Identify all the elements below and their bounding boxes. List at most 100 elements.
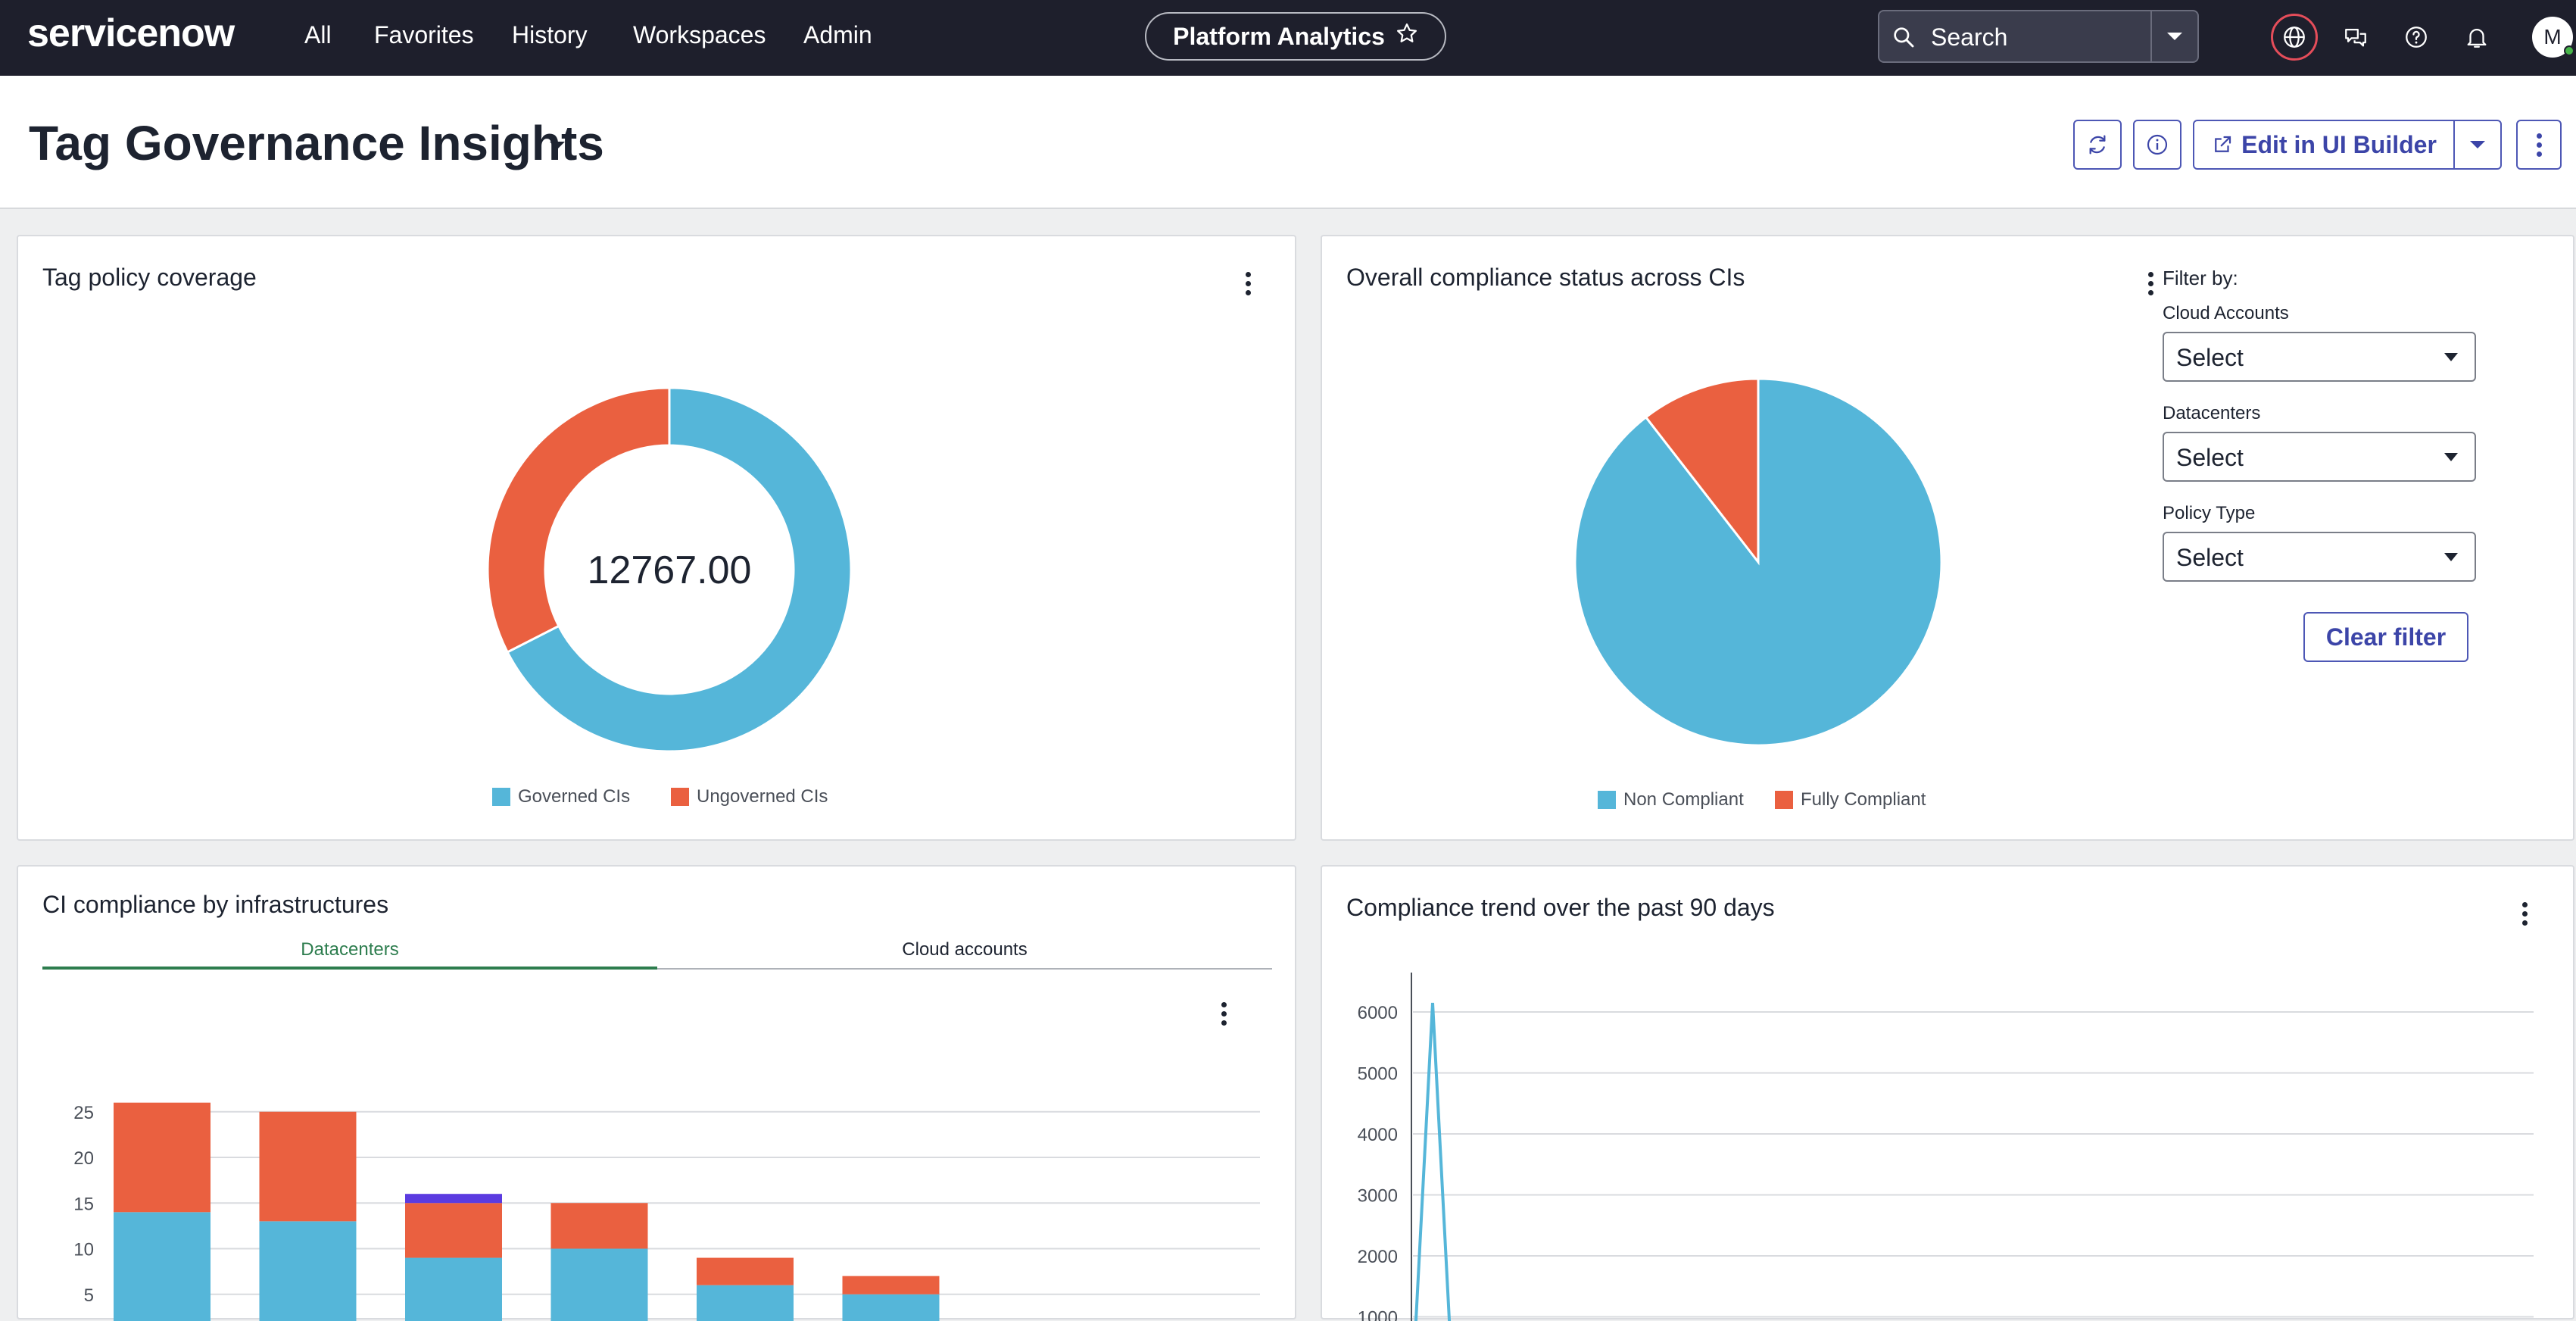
select-value: Select: [2176, 544, 2244, 571]
chevron-down-icon: [2469, 139, 2486, 150]
card-menu-icon[interactable]: [2143, 268, 2158, 298]
bar-segment[interactable]: [697, 1285, 794, 1321]
compliance-pie-chart: [1569, 373, 1948, 751]
select-value: Select: [2176, 344, 2244, 371]
nav-item-all[interactable]: All: [304, 21, 332, 49]
info-icon: [2145, 133, 2169, 157]
globe-icon[interactable]: [2271, 14, 2318, 61]
policy-type-select[interactable]: Select: [2163, 532, 2476, 582]
bell-icon[interactable]: [2453, 14, 2500, 61]
info-button[interactable]: [2133, 120, 2181, 170]
y-tick-label: 10: [73, 1240, 94, 1260]
legend-swatch: [671, 788, 689, 806]
help-icon[interactable]: [2393, 14, 2440, 61]
online-status-dot: [2564, 45, 2574, 56]
edit-button-label: Edit in UI Builder: [2241, 131, 2437, 159]
bar-segment[interactable]: [697, 1258, 794, 1285]
y-tick-label: 5000: [1358, 1064, 1398, 1085]
legend-item-ungoverned[interactable]: Ungoverned CIs: [671, 786, 828, 807]
refresh-icon: [2085, 133, 2110, 157]
y-tick-label: 15: [73, 1194, 94, 1214]
datacenters-select[interactable]: Select: [2163, 432, 2476, 482]
legend-label: Governed CIs: [518, 786, 630, 807]
y-tick-label: 25: [73, 1103, 94, 1123]
external-link-icon: [2211, 133, 2234, 156]
edit-in-ui-builder-button[interactable]: Edit in UI Builder: [2193, 120, 2455, 170]
card-menu-icon[interactable]: [2517, 898, 2532, 929]
bar-segment[interactable]: [405, 1203, 502, 1257]
ci-compliance-infrastructure-card: CI compliance by infrastructures Datacen…: [17, 865, 1296, 1319]
card-title: Overall compliance status across CIs: [1346, 264, 1745, 292]
filter-label-datacenters: Datacenters: [2163, 403, 2260, 424]
donut-slice-1[interactable]: [488, 388, 669, 652]
y-tick-label: 6000: [1358, 1003, 1398, 1023]
bar-segment[interactable]: [405, 1194, 502, 1203]
more-options-button[interactable]: [2516, 120, 2562, 170]
global-search[interactable]: Search: [1878, 10, 2199, 63]
title-dropdown-icon[interactable]: [548, 139, 566, 155]
bar-segment[interactable]: [843, 1276, 940, 1294]
caret-down-icon: [2444, 553, 2458, 561]
search-icon: [1891, 25, 1916, 53]
compliance-status-card: Overall compliance status across CIs Non…: [1321, 235, 2574, 841]
legend-label: Non Compliant: [1623, 789, 1744, 810]
platform-analytics-pill[interactable]: Platform Analytics: [1145, 12, 1446, 61]
legend-swatch: [1775, 791, 1793, 809]
bar-segment[interactable]: [551, 1249, 648, 1321]
chat-icon[interactable]: [2332, 14, 2379, 61]
select-value: Select: [2176, 444, 2244, 471]
nav-item-favorites[interactable]: Favorites: [374, 21, 474, 49]
compliance-trend-card: Compliance trend over the past 90 days 1…: [1321, 865, 2574, 1319]
kebab-icon: [2531, 130, 2546, 160]
y-tick-label: 20: [73, 1148, 94, 1169]
page-title: Tag Governance Insights: [29, 115, 604, 171]
servicenow-logo[interactable]: servicenow: [27, 11, 234, 56]
bar-segment[interactable]: [551, 1203, 648, 1248]
nav-item-admin[interactable]: Admin: [803, 21, 872, 49]
bar-segment[interactable]: [843, 1294, 940, 1321]
donut-center-value: 12767.00: [588, 548, 752, 592]
chevron-down-icon: [2166, 31, 2183, 42]
refresh-button[interactable]: [2073, 120, 2122, 170]
clear-filter-button[interactable]: Clear filter: [2303, 612, 2468, 662]
legend-swatch: [492, 788, 510, 806]
filter-label-policy-type: Policy Type: [2163, 503, 2255, 524]
y-tick-label: 5: [84, 1285, 94, 1306]
legend-item-governed[interactable]: Governed CIs: [492, 786, 630, 807]
filter-heading: Filter by:: [2163, 267, 2238, 290]
y-tick-label: 1000: [1358, 1308, 1398, 1321]
bar-segment[interactable]: [405, 1258, 502, 1321]
trend-line[interactable]: [1413, 1003, 1452, 1321]
compliance-trend-line-chart: 1000 2000 3000 4000 5000 6000: [1322, 950, 2576, 1321]
bar-segment[interactable]: [114, 1212, 211, 1321]
card-title: Compliance trend over the past 90 days: [1346, 894, 1775, 922]
y-tick-label: 2000: [1358, 1247, 1398, 1267]
bar-segment[interactable]: [114, 1103, 211, 1213]
legend-label: Ungoverned CIs: [697, 786, 828, 807]
caret-down-icon: [2444, 353, 2458, 361]
y-tick-label: 3000: [1358, 1186, 1398, 1207]
nav-item-history[interactable]: History: [512, 21, 588, 49]
card-menu-icon[interactable]: [1240, 268, 1255, 298]
legend-label: Fully Compliant: [1801, 789, 1926, 810]
infrastructure-bar-chart: 5 10 15 20 25: [18, 1048, 1298, 1321]
tab-cloud-accounts[interactable]: Cloud accounts: [657, 939, 1272, 970]
caret-down-icon: [2444, 453, 2458, 461]
nav-item-workspaces[interactable]: Workspaces: [633, 21, 766, 49]
page-header: Tag Governance Insights Edit in UI Build…: [0, 76, 2576, 209]
chart-menu-icon[interactable]: [1216, 998, 1231, 1029]
legend-swatch: [1598, 791, 1616, 809]
star-icon[interactable]: [1396, 22, 1418, 51]
tab-datacenters[interactable]: Datacenters: [42, 939, 657, 970]
legend-item-fully-compliant[interactable]: Fully Compliant: [1775, 789, 1926, 810]
search-input[interactable]: Search: [1931, 23, 2007, 52]
bar-segment[interactable]: [260, 1112, 357, 1222]
y-tick-label: 4000: [1358, 1125, 1398, 1145]
card-title: Tag policy coverage: [42, 264, 257, 292]
legend-item-non-compliant[interactable]: Non Compliant: [1598, 789, 1744, 810]
edit-options-dropdown[interactable]: [2453, 120, 2502, 170]
avatar[interactable]: M: [2532, 17, 2573, 58]
bar-segment[interactable]: [260, 1221, 357, 1321]
search-scope-dropdown[interactable]: [2150, 11, 2197, 61]
cloud-accounts-select[interactable]: Select: [2163, 332, 2476, 382]
